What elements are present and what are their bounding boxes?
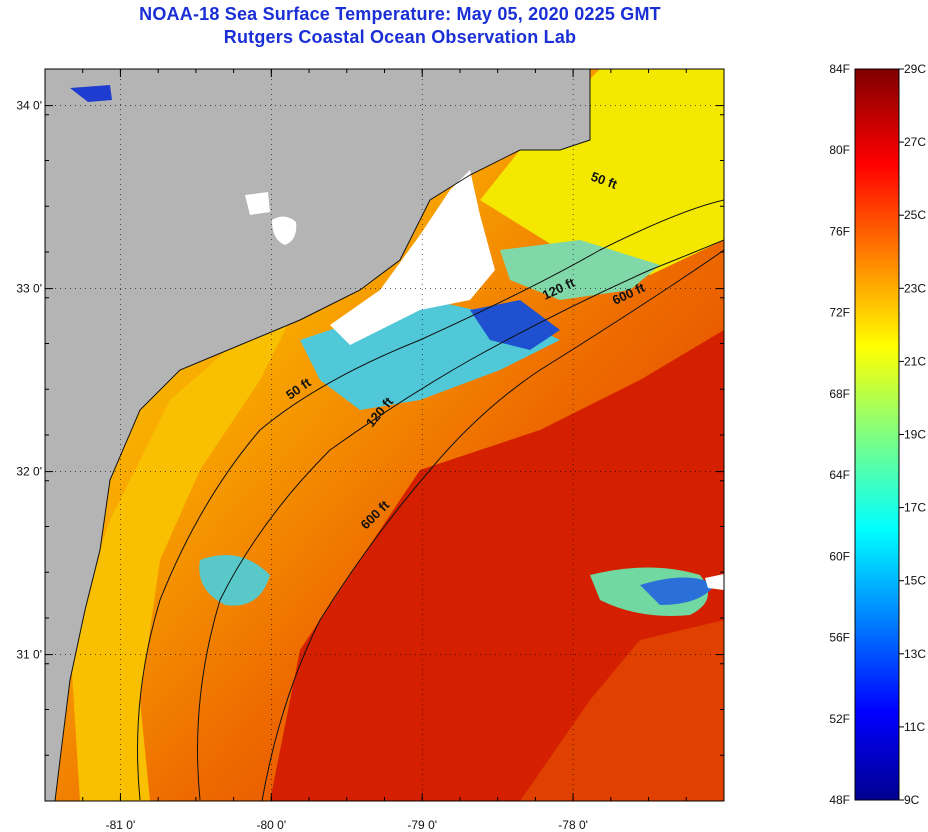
cloud-speck (272, 216, 297, 245)
colorbar-label-fahrenheit: 72F (829, 306, 850, 320)
contour-50ft (137, 199, 724, 801)
color-scale: 84F 80F 76F 72F 68F 64F 60F 56F 52F 48F 29C 27C 25C… (829, 62, 926, 807)
colorbar-label-fahrenheit: 68F (829, 387, 850, 401)
sst-map: 50 ft 120 ft 600 ft 50 ft 120 ft 600 ft … (16, 68, 725, 832)
colorbar-label-celsius: 25C (904, 208, 926, 222)
colorbar-label-celsius: 29C (904, 62, 926, 76)
colorbar-label-celsius: 17C (904, 501, 926, 515)
lat-tick-label: 31 0' (16, 648, 42, 662)
lon-tick-label: -80 0' (257, 818, 287, 832)
colorbar-label-celsius: 15C (904, 574, 926, 588)
colorbar-label-fahrenheit: 48F (829, 793, 850, 807)
contour-120ft (197, 239, 724, 801)
colorbar-label-fahrenheit: 64F (829, 468, 850, 482)
colorbar-label-celsius: 11C (904, 720, 925, 734)
cool-shelf-water (480, 69, 724, 275)
cool-patch-offshore (500, 240, 660, 300)
colorbar-label-celsius: 19C (904, 428, 926, 442)
colorbar-label-fahrenheit: 76F (829, 224, 850, 238)
cool-filament-core (640, 577, 715, 605)
title-line-2: Rutgers Coastal Ocean Observation Lab (223, 27, 577, 47)
cool-nearshore-water (199, 555, 270, 606)
lat-tick-label: 34 0' (16, 99, 42, 113)
cloud-mask (330, 170, 495, 345)
colorbar-label-celsius: 27C (904, 135, 926, 149)
graticule (45, 69, 724, 801)
inner-shelf-water (70, 300, 300, 801)
colorbar-label-fahrenheit: 60F (829, 549, 850, 563)
colorbar-label-celsius: 13C (904, 647, 926, 661)
coastline (54, 69, 591, 801)
warm-water-patch (520, 620, 724, 801)
colorbar-label-fahrenheit: 56F (829, 631, 850, 645)
lon-tick-label: -81 0' (106, 818, 136, 832)
colorbar-label-fahrenheit: 80F (829, 143, 850, 157)
colorbar-label-celsius: 9C (904, 793, 920, 807)
cold-core (470, 300, 560, 350)
title-line-1: NOAA-18 Sea Surface Temperature: May 05,… (139, 4, 661, 24)
lon-tick-label: -78 0' (558, 818, 588, 832)
lat-tick-label: 32 0' (16, 465, 42, 479)
color-ramp (854, 68, 900, 801)
colorbar-label-fahrenheit: 84F (829, 62, 850, 76)
colorbar-label-celsius: 23C (904, 281, 926, 295)
contour-600ft (261, 249, 724, 801)
inland-water-pixels (70, 85, 112, 102)
cloud-speck (245, 192, 270, 215)
axis-ticks: -81 0' -80 0' -79 0' -78 0' 34 0' 33 0' 32 0' 3… (16, 68, 725, 832)
colorbar-label-celsius: 21C (904, 354, 926, 368)
colorbar-label-fahrenheit: 52F (829, 712, 850, 726)
lat-tick-label: 33 0' (16, 282, 42, 296)
cloud-patch (705, 574, 724, 590)
lon-tick-label: -79 0' (407, 818, 437, 832)
land (45, 69, 590, 801)
